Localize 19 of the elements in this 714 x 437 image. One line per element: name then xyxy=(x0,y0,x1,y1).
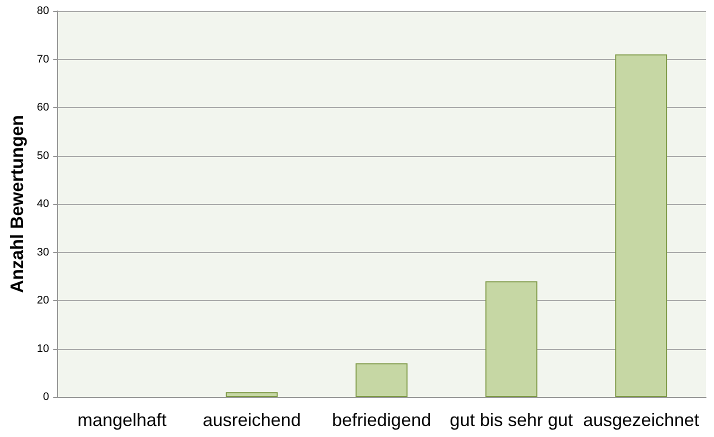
y-tick-label: 0 xyxy=(43,391,50,403)
y-tick-label: 80 xyxy=(36,5,50,17)
x-tick-label: ausreichend xyxy=(202,410,301,430)
bar xyxy=(356,363,408,397)
y-axis-title: Anzahl Bewertungen xyxy=(7,114,27,294)
bar xyxy=(485,281,538,397)
y-tick-label: 30 xyxy=(36,246,50,258)
y-tick-label: 40 xyxy=(36,198,50,210)
x-tick-label: ausgezeichnet xyxy=(583,410,700,430)
x-tick-label: befriedigend xyxy=(332,410,432,430)
y-tick-label: 50 xyxy=(36,150,50,162)
x-tick-label: mangelhaft xyxy=(77,410,167,430)
x-tick-label: gut bis sehr gut xyxy=(450,410,573,430)
y-tick-label: 70 xyxy=(36,53,50,66)
y-tick-label: 20 xyxy=(36,294,50,306)
bar xyxy=(615,54,668,397)
bar xyxy=(226,392,278,397)
y-tick-label: 60 xyxy=(36,102,50,114)
y-tick-label: 10 xyxy=(36,342,50,355)
